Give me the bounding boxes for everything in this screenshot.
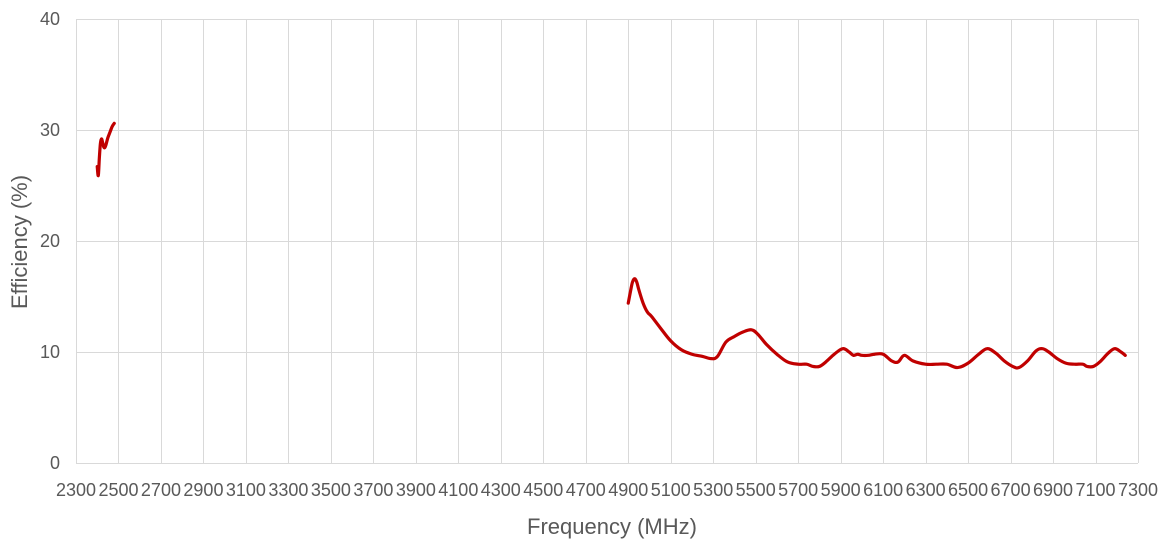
x-tick-label: 4700: [566, 480, 606, 500]
x-tick-label: 3300: [268, 480, 308, 500]
x-tick-label: 6500: [948, 480, 988, 500]
x-tick-label: 5100: [651, 480, 691, 500]
x-tick-label: 3100: [226, 480, 266, 500]
x-tick-label: 4900: [608, 480, 648, 500]
x-tick-label: 6100: [863, 480, 903, 500]
x-tick-label: 4300: [481, 480, 521, 500]
x-tick-label: 4100: [438, 480, 478, 500]
y-tick-label: 30: [40, 120, 60, 140]
x-tick-label: 3700: [353, 480, 393, 500]
series-line-segment: [626, 277, 1127, 370]
x-tick-label: 2700: [141, 480, 181, 500]
x-tick-label: 5300: [693, 480, 733, 500]
series-layer: [95, 121, 1127, 370]
x-tick-label: 5700: [778, 480, 818, 500]
x-tick-label: 7100: [1075, 480, 1115, 500]
series-line-segment: [95, 121, 116, 178]
y-tick-label: 20: [40, 231, 60, 251]
x-tick-label: 6300: [906, 480, 946, 500]
x-tick-label: 3900: [396, 480, 436, 500]
y-tick-label: 0: [50, 453, 60, 473]
x-tick-label: 2500: [98, 480, 138, 500]
x-tick-label: 2900: [183, 480, 223, 500]
gridlines: [76, 19, 1139, 464]
y-tick-label: 10: [40, 342, 60, 362]
x-tick-label: 5500: [736, 480, 776, 500]
x-tick-label: 3500: [311, 480, 351, 500]
y-tick-labels: 0 10 20 30 40: [40, 9, 60, 473]
y-axis-title: Efficiency (%): [7, 175, 32, 309]
x-tick-label: 6900: [1033, 480, 1073, 500]
x-tick-label: 7300: [1118, 480, 1158, 500]
x-tick-label: 6700: [991, 480, 1031, 500]
x-axis-title: Frequency (MHz): [527, 514, 697, 539]
x-tick-label: 4500: [523, 480, 563, 500]
x-tick-label: 2300: [56, 480, 96, 500]
x-tick-label: 5900: [821, 480, 861, 500]
x-tick-labels: 2300 2500 2700 2900 3100 3300 3500 3700 3900 4100…: [56, 480, 1158, 500]
y-tick-label: 40: [40, 9, 60, 29]
